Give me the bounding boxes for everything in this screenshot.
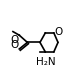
Text: O: O — [54, 27, 62, 37]
Text: H₂N: H₂N — [36, 57, 55, 67]
Text: O: O — [10, 35, 19, 45]
Text: O: O — [10, 40, 19, 50]
